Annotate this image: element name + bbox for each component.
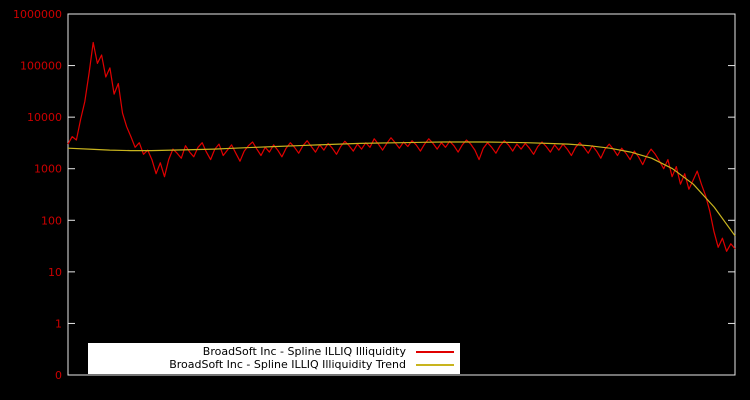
legend: BroadSoft Inc - Spline ILLIQ Illiquidity… (88, 343, 460, 374)
plot-border (67, 13, 736, 376)
y-tick-label: 100 (41, 214, 62, 227)
red-line-sample-icon (416, 350, 454, 353)
legend-label: BroadSoft Inc - Spline ILLIQ Illiquidity (202, 345, 406, 358)
legend-row: BroadSoft Inc - Spline ILLIQ Illiquidity (94, 345, 454, 358)
legend-row: BroadSoft Inc - Spline ILLIQ Illiquidity… (94, 358, 454, 371)
y-tick-label: 100000 (20, 60, 62, 73)
y-tick-label: 10 (48, 266, 62, 279)
yellow-line-sample-icon (416, 363, 454, 366)
y-tick-label: 10000 (27, 111, 62, 124)
y-tick-label: 1 (55, 317, 62, 330)
series-line-0 (67, 41, 736, 252)
y-tick-label: 1000 (34, 163, 62, 176)
series-line-1 (67, 141, 736, 237)
legend-label: BroadSoft Inc - Spline ILLIQ Illiquidity… (169, 358, 406, 371)
y-tick-label: 1000000 (13, 8, 62, 21)
y-tick-label: 0 (55, 369, 62, 382)
